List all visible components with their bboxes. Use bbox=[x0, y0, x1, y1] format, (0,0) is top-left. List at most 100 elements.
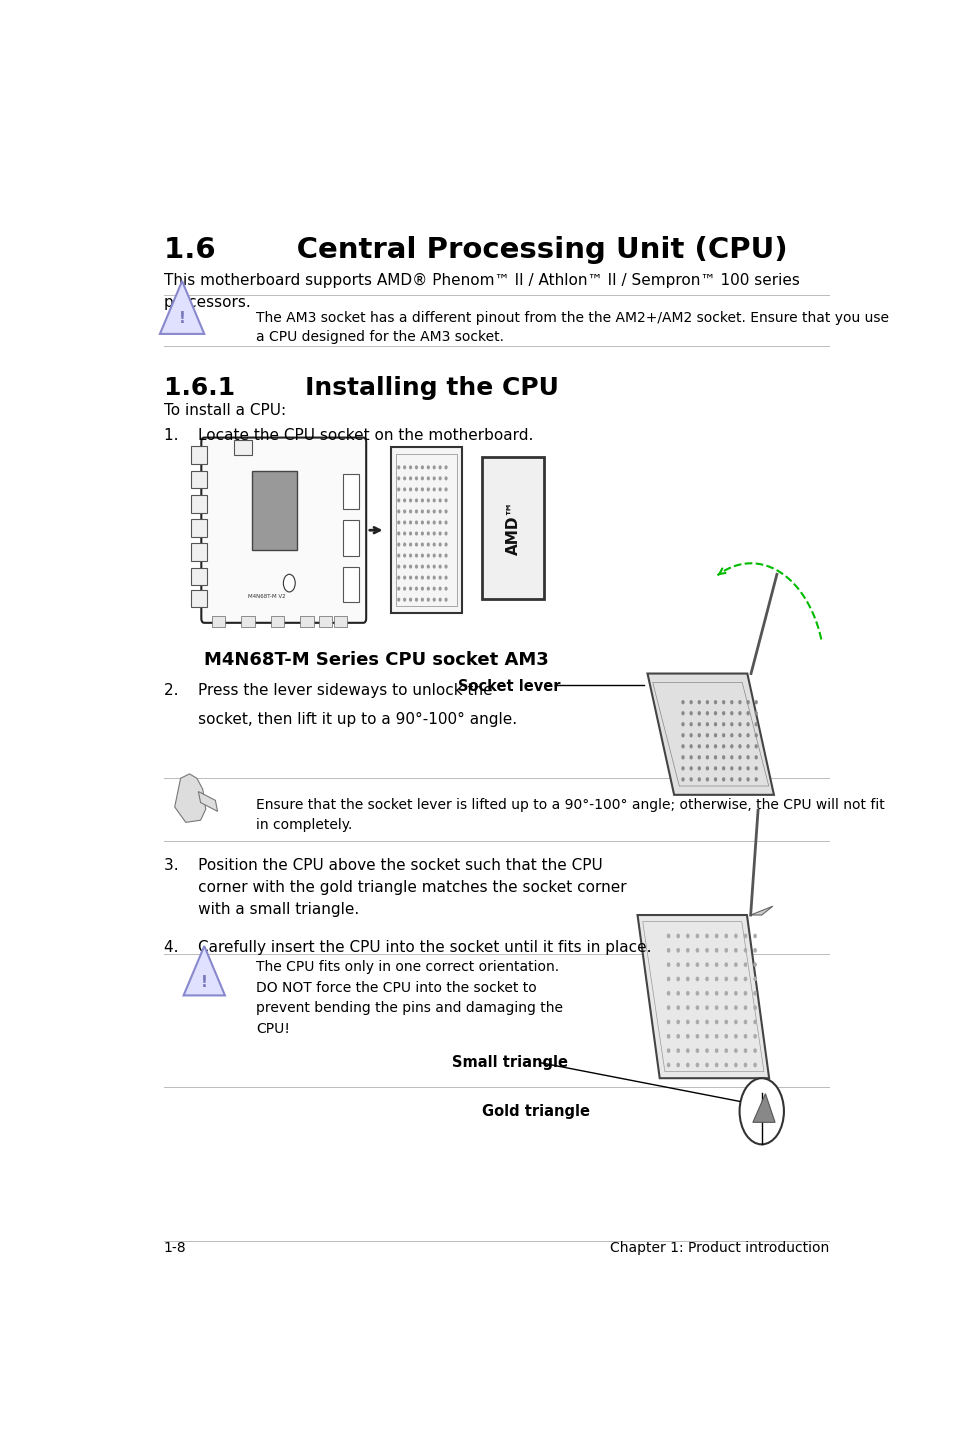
Bar bbox=[191, 495, 207, 513]
Circle shape bbox=[753, 1007, 756, 1010]
Circle shape bbox=[667, 962, 669, 967]
Text: M4N68T-M V2: M4N68T-M V2 bbox=[248, 593, 286, 599]
Circle shape bbox=[421, 500, 423, 501]
Circle shape bbox=[689, 768, 691, 770]
Circle shape bbox=[403, 488, 405, 491]
Circle shape bbox=[403, 566, 405, 569]
Circle shape bbox=[409, 510, 411, 513]
Circle shape bbox=[438, 488, 440, 491]
Circle shape bbox=[724, 1021, 726, 1024]
Circle shape bbox=[681, 723, 683, 726]
Circle shape bbox=[427, 587, 429, 590]
Circle shape bbox=[715, 1035, 717, 1038]
Circle shape bbox=[433, 566, 435, 569]
Circle shape bbox=[696, 1050, 698, 1053]
Bar bbox=[334, 616, 347, 627]
Circle shape bbox=[705, 1007, 707, 1010]
Circle shape bbox=[724, 962, 726, 967]
Circle shape bbox=[686, 991, 688, 995]
Circle shape bbox=[739, 712, 740, 715]
Circle shape bbox=[743, 948, 746, 952]
Circle shape bbox=[755, 768, 757, 770]
Circle shape bbox=[706, 700, 708, 703]
Polygon shape bbox=[750, 906, 772, 915]
Circle shape bbox=[739, 700, 740, 703]
Bar bbox=[252, 471, 296, 550]
Circle shape bbox=[403, 477, 405, 480]
Text: 3.    Position the CPU above the socket such that the CPU
       corner with the: 3. Position the CPU above the socket suc… bbox=[164, 858, 625, 916]
Bar bbox=[342, 474, 358, 510]
Bar bbox=[191, 520, 207, 537]
Circle shape bbox=[397, 465, 399, 468]
Circle shape bbox=[743, 1021, 746, 1024]
Circle shape bbox=[743, 1050, 746, 1053]
Circle shape bbox=[698, 723, 700, 726]
Circle shape bbox=[724, 991, 726, 995]
Circle shape bbox=[755, 733, 757, 736]
Circle shape bbox=[722, 712, 724, 715]
Circle shape bbox=[755, 778, 757, 780]
Circle shape bbox=[445, 566, 446, 569]
Polygon shape bbox=[183, 947, 225, 995]
Text: Ensure that the socket lever is lifted up to a 90°-100° angle; otherwise, the CP: Ensure that the socket lever is lifted u… bbox=[255, 798, 883, 832]
Circle shape bbox=[689, 712, 691, 715]
Circle shape bbox=[667, 1007, 669, 1010]
Circle shape bbox=[739, 723, 740, 726]
Text: To install a CPU:: To install a CPU: bbox=[164, 404, 286, 418]
Circle shape bbox=[698, 700, 700, 703]
Circle shape bbox=[705, 991, 707, 995]
Bar bbox=[342, 567, 358, 601]
Circle shape bbox=[698, 756, 700, 759]
Circle shape bbox=[677, 1007, 679, 1010]
Circle shape bbox=[438, 543, 440, 546]
Circle shape bbox=[445, 521, 446, 524]
Circle shape bbox=[445, 488, 446, 491]
Circle shape bbox=[753, 962, 756, 967]
Circle shape bbox=[667, 977, 669, 981]
Circle shape bbox=[445, 533, 446, 534]
Circle shape bbox=[397, 576, 399, 579]
Circle shape bbox=[409, 500, 411, 501]
Circle shape bbox=[445, 587, 446, 590]
Circle shape bbox=[421, 521, 423, 524]
Circle shape bbox=[433, 477, 435, 480]
Circle shape bbox=[755, 712, 757, 715]
Circle shape bbox=[746, 768, 748, 770]
Text: This motherboard supports AMD® Phenom™ II / Athlon™ II / Sempron™ 100 series
pro: This motherboard supports AMD® Phenom™ I… bbox=[164, 274, 799, 311]
Text: Small triangle: Small triangle bbox=[452, 1055, 567, 1070]
Circle shape bbox=[739, 756, 740, 759]
Circle shape bbox=[698, 712, 700, 715]
Polygon shape bbox=[647, 673, 773, 795]
Circle shape bbox=[427, 488, 429, 491]
Circle shape bbox=[421, 543, 423, 546]
Circle shape bbox=[715, 1021, 717, 1024]
Text: !: ! bbox=[201, 975, 208, 990]
Circle shape bbox=[715, 962, 717, 967]
Circle shape bbox=[753, 934, 756, 938]
Circle shape bbox=[715, 991, 717, 995]
Polygon shape bbox=[174, 773, 206, 822]
Circle shape bbox=[705, 1035, 707, 1038]
Polygon shape bbox=[637, 915, 768, 1078]
Circle shape bbox=[714, 768, 716, 770]
Circle shape bbox=[730, 745, 732, 748]
Circle shape bbox=[433, 488, 435, 491]
Bar bbox=[395, 454, 456, 606]
Circle shape bbox=[433, 510, 435, 513]
Circle shape bbox=[445, 576, 446, 579]
Circle shape bbox=[686, 1021, 688, 1024]
Circle shape bbox=[421, 510, 423, 513]
Circle shape bbox=[427, 576, 429, 579]
Circle shape bbox=[734, 1050, 737, 1053]
Circle shape bbox=[730, 723, 732, 726]
Circle shape bbox=[705, 977, 707, 981]
Circle shape bbox=[722, 778, 724, 780]
Circle shape bbox=[686, 962, 688, 967]
Circle shape bbox=[724, 1050, 726, 1053]
Circle shape bbox=[403, 533, 405, 534]
Bar bbox=[318, 616, 332, 627]
Bar bbox=[391, 447, 461, 613]
Circle shape bbox=[397, 488, 399, 491]
Circle shape bbox=[403, 510, 405, 513]
Circle shape bbox=[445, 500, 446, 501]
